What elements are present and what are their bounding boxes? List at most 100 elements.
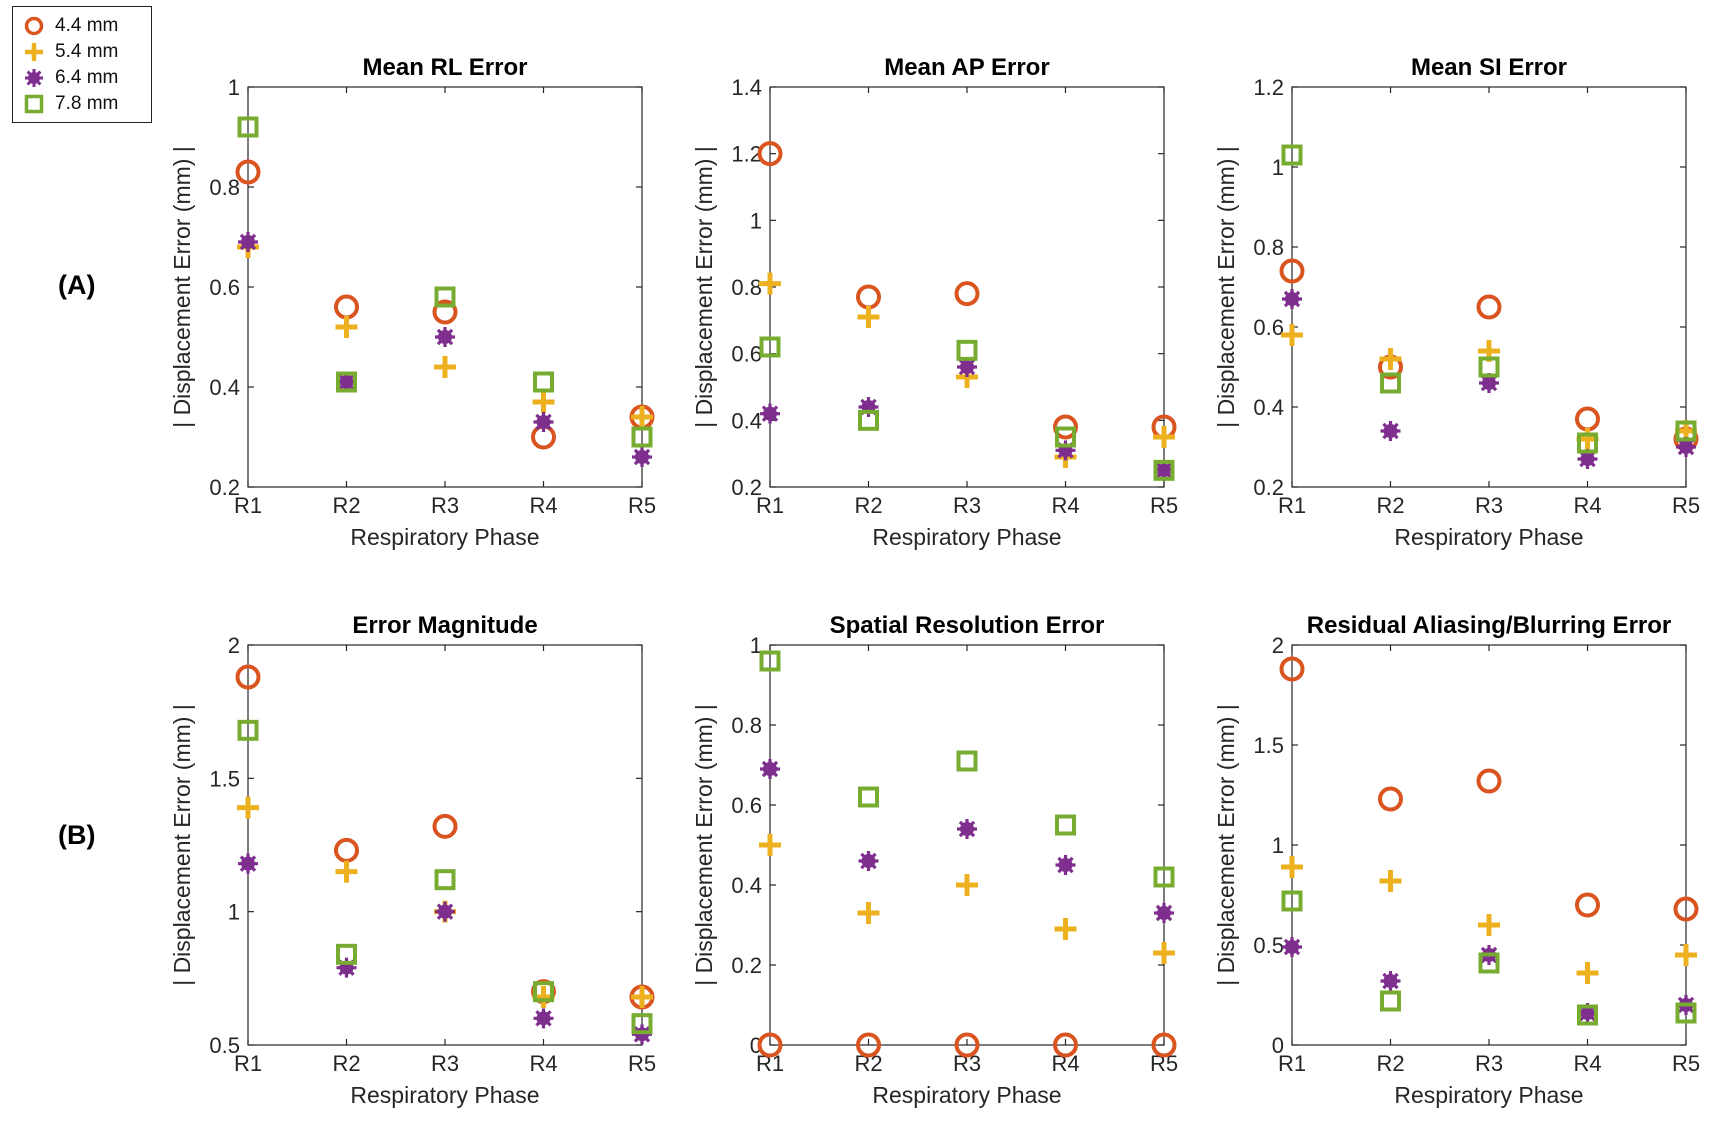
- chart-title: Spatial Resolution Error: [830, 612, 1105, 639]
- y-tick-label: 0.6: [209, 275, 240, 300]
- y-tick-label: 0.8: [209, 175, 240, 200]
- data-point: [631, 1013, 653, 1035]
- data-point: [956, 874, 978, 896]
- data-point: [1154, 903, 1174, 923]
- y-tick-label: 1: [228, 75, 240, 100]
- data-point: [759, 650, 781, 672]
- data-point: [1577, 1004, 1598, 1026]
- data-point: [335, 860, 358, 883]
- y-axis-label: | Displacement Error (mm) |: [691, 704, 717, 986]
- x-tick-label: R4: [529, 493, 557, 518]
- data-point: [1279, 656, 1305, 682]
- data-point: [1577, 449, 1598, 469]
- data-point: [1151, 1032, 1177, 1058]
- subplot-3: 0.2 0.4 0.6 0.8 1 1.2 R1 R2 R3 R4 R5 Mean SI Error R…: [1213, 54, 1700, 550]
- y-tick-label: 1.2: [1253, 75, 1284, 100]
- x-axis-label: Respiratory Phase: [872, 524, 1061, 550]
- data-point: [1478, 356, 1500, 378]
- data-point: [631, 406, 653, 428]
- x-axis-label: Respiratory Phase: [872, 1082, 1061, 1108]
- x-tick-label: R2: [1376, 493, 1404, 518]
- y-tick-label: 0.5: [1253, 933, 1284, 958]
- x-tick-label: R5: [628, 1051, 656, 1076]
- data-point: [858, 851, 879, 871]
- data-point: [631, 986, 653, 1008]
- y-tick-label: 1.2: [731, 142, 762, 167]
- y-tick-label: 0.2: [731, 953, 762, 978]
- data-point: [857, 306, 880, 328]
- data-point: [435, 901, 455, 922]
- data-point: [1281, 144, 1303, 166]
- data-point: [1673, 896, 1699, 922]
- x-tick-label: R1: [1278, 1051, 1306, 1076]
- star-marker-icon: [25, 69, 43, 87]
- data-point: [760, 403, 780, 424]
- data-point: [335, 316, 358, 338]
- y-tick-label: 1: [750, 633, 762, 658]
- plot-frame: [1291, 86, 1687, 488]
- data-point: [1053, 1032, 1078, 1058]
- data-point: [1153, 942, 1175, 964]
- data-point: [238, 853, 258, 874]
- data-point: [435, 327, 455, 347]
- data-point: [1478, 952, 1500, 974]
- data-point: [956, 339, 978, 361]
- data-point: [1675, 1002, 1697, 1024]
- y-tick-label: 2: [1272, 633, 1284, 658]
- y-axis-label: | Displacement Error (mm) |: [1213, 704, 1239, 986]
- data-point: [237, 116, 259, 138]
- legend-label: 7.8 mm: [55, 93, 119, 114]
- x-tick-label: R5: [1672, 1051, 1700, 1076]
- data-point: [334, 837, 359, 863]
- data-point: [1575, 892, 1600, 918]
- data-point: [957, 819, 977, 839]
- data-point: [1154, 460, 1174, 481]
- x-tick-label: R2: [1376, 1051, 1404, 1076]
- y-tick-label: 0.2: [1253, 475, 1284, 500]
- x-tick-label: R5: [1672, 493, 1700, 518]
- data-point: [1380, 421, 1401, 441]
- x-tick-label: R4: [1573, 493, 1601, 518]
- data-point: [432, 813, 458, 839]
- circle-marker-icon: [24, 16, 44, 36]
- x-tick-label: R2: [332, 1051, 360, 1076]
- data-point: [1478, 914, 1500, 936]
- plot-frame: [247, 644, 643, 1046]
- data-point: [1055, 426, 1076, 448]
- data-point: [336, 371, 357, 393]
- data-point: [533, 981, 554, 1003]
- y-tick-label: 0.6: [731, 342, 762, 367]
- data-point: [434, 869, 456, 891]
- y-tick-label: 0.4: [731, 873, 762, 898]
- plot-frame: [1291, 644, 1687, 1046]
- y-axis-label: | Displacement Error (mm) |: [691, 146, 717, 428]
- data-point: [1055, 855, 1076, 875]
- y-tick-label: 0.6: [1253, 315, 1284, 340]
- x-axis-label: Respiratory Phase: [350, 524, 539, 550]
- chart-title: Mean SI Error: [1411, 54, 1567, 81]
- data-point: [1380, 372, 1401, 394]
- data-point: [1577, 1003, 1598, 1023]
- data-point: [336, 943, 357, 965]
- data-point: [533, 412, 554, 432]
- data-point: [235, 159, 261, 185]
- subplot-6: 0 0.5 1 1.5 2 R1 R2 R3 R4 R5 Residual Aliasing/Blu…: [1213, 612, 1700, 1108]
- chart-title: Mean RL Error: [363, 54, 528, 81]
- legend-item-7-8mm: 7.8 mm: [23, 91, 118, 117]
- chart-title: Residual Aliasing/Blurring Error: [1307, 612, 1672, 639]
- y-tick-label: 0.2: [209, 475, 240, 500]
- x-tick-label: R3: [953, 493, 981, 518]
- data-point: [1380, 971, 1401, 991]
- x-tick-label: R4: [1573, 1051, 1601, 1076]
- data-point: [1675, 420, 1697, 442]
- data-point: [1378, 786, 1403, 812]
- y-tick-label: 0.8: [1253, 235, 1284, 260]
- x-tick-label: R1: [756, 493, 784, 518]
- y-tick-label: 1: [228, 900, 240, 925]
- x-tick-label: R4: [529, 1051, 557, 1076]
- data-point: [238, 232, 258, 252]
- data-point: [858, 786, 879, 808]
